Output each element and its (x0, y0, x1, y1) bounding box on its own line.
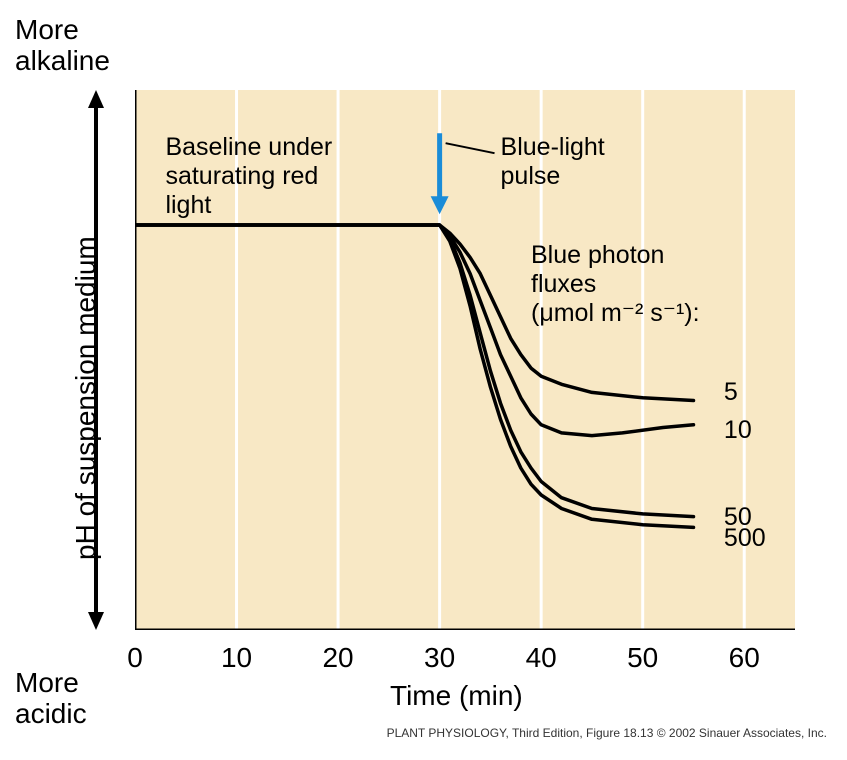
x-tick-label: 0 (127, 642, 143, 674)
x-tick-label: 30 (424, 642, 455, 674)
series-label: 500 (724, 524, 766, 553)
y-bottom-annotation: Moreacidic (15, 668, 87, 730)
credit-text: PLANT PHYSIOLOGY, Third Edition, Figure … (387, 726, 827, 740)
x-tick-label: 10 (221, 642, 252, 674)
y-axis-label: pH of suspension medium (70, 236, 102, 560)
series-label: 5 (724, 378, 738, 407)
y-top-annotation: Morealkaline (15, 15, 110, 77)
x-tick-label: 50 (627, 642, 658, 674)
x-tick-label: 20 (322, 642, 353, 674)
baseline-annotation: Baseline undersaturating redlight (165, 133, 332, 219)
x-axis-label: Time (min) (390, 680, 523, 712)
series-label: 10 (724, 416, 752, 445)
flux-title-annotation: Blue photonfluxes(μmol m⁻² s⁻¹): (531, 241, 700, 327)
x-tick-label: 60 (729, 642, 760, 674)
figure-container: Morealkaline Moreacidic pH of suspension… (0, 0, 847, 760)
x-tick-label: 40 (526, 642, 557, 674)
pulse-annotation: Blue-lightpulse (501, 133, 605, 191)
